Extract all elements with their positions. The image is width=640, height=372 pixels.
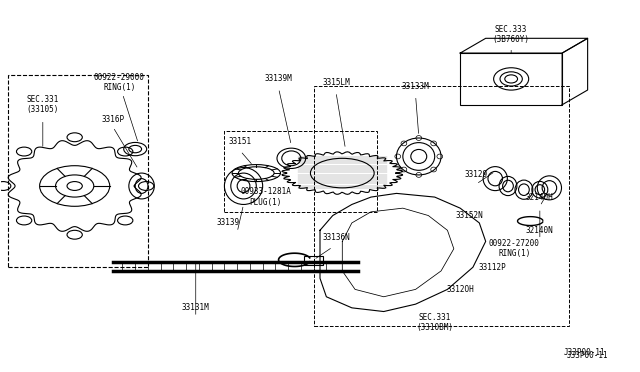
Text: J33P00-11: J33P00-11 [564,348,605,357]
Text: 33131M: 33131M [182,303,210,312]
Text: 32140N: 32140N [526,226,554,235]
Text: 33152N: 33152N [456,211,484,220]
Text: 33136N: 33136N [322,233,350,242]
Text: 33133M: 33133M [402,82,429,91]
Text: 32140H: 32140H [526,193,554,202]
Text: SEC.333
(3B760Y): SEC.333 (3B760Y) [493,25,530,44]
Text: SEC.331
(3310BM): SEC.331 (3310BM) [416,313,453,332]
Text: 3315LM: 3315LM [322,78,350,87]
Text: 33112P: 33112P [478,263,506,272]
Text: 3312OH: 3312OH [446,285,474,294]
Text: 33151: 33151 [228,137,252,146]
Text: 33129: 33129 [465,170,488,179]
Text: SEC.331
(33105): SEC.331 (33105) [27,95,59,115]
Text: 33139: 33139 [216,218,239,227]
Text: 33139M: 33139M [265,74,292,83]
Text: 00922-29000
RING(1): 00922-29000 RING(1) [94,73,145,92]
Text: 00922-27200
RING(1): 00922-27200 RING(1) [489,239,540,259]
Text: J33P00-11: J33P00-11 [567,350,609,359]
Text: 3316P: 3316P [101,115,124,124]
Text: 00933-1281A
PLUG(1): 00933-1281A PLUG(1) [241,187,291,207]
